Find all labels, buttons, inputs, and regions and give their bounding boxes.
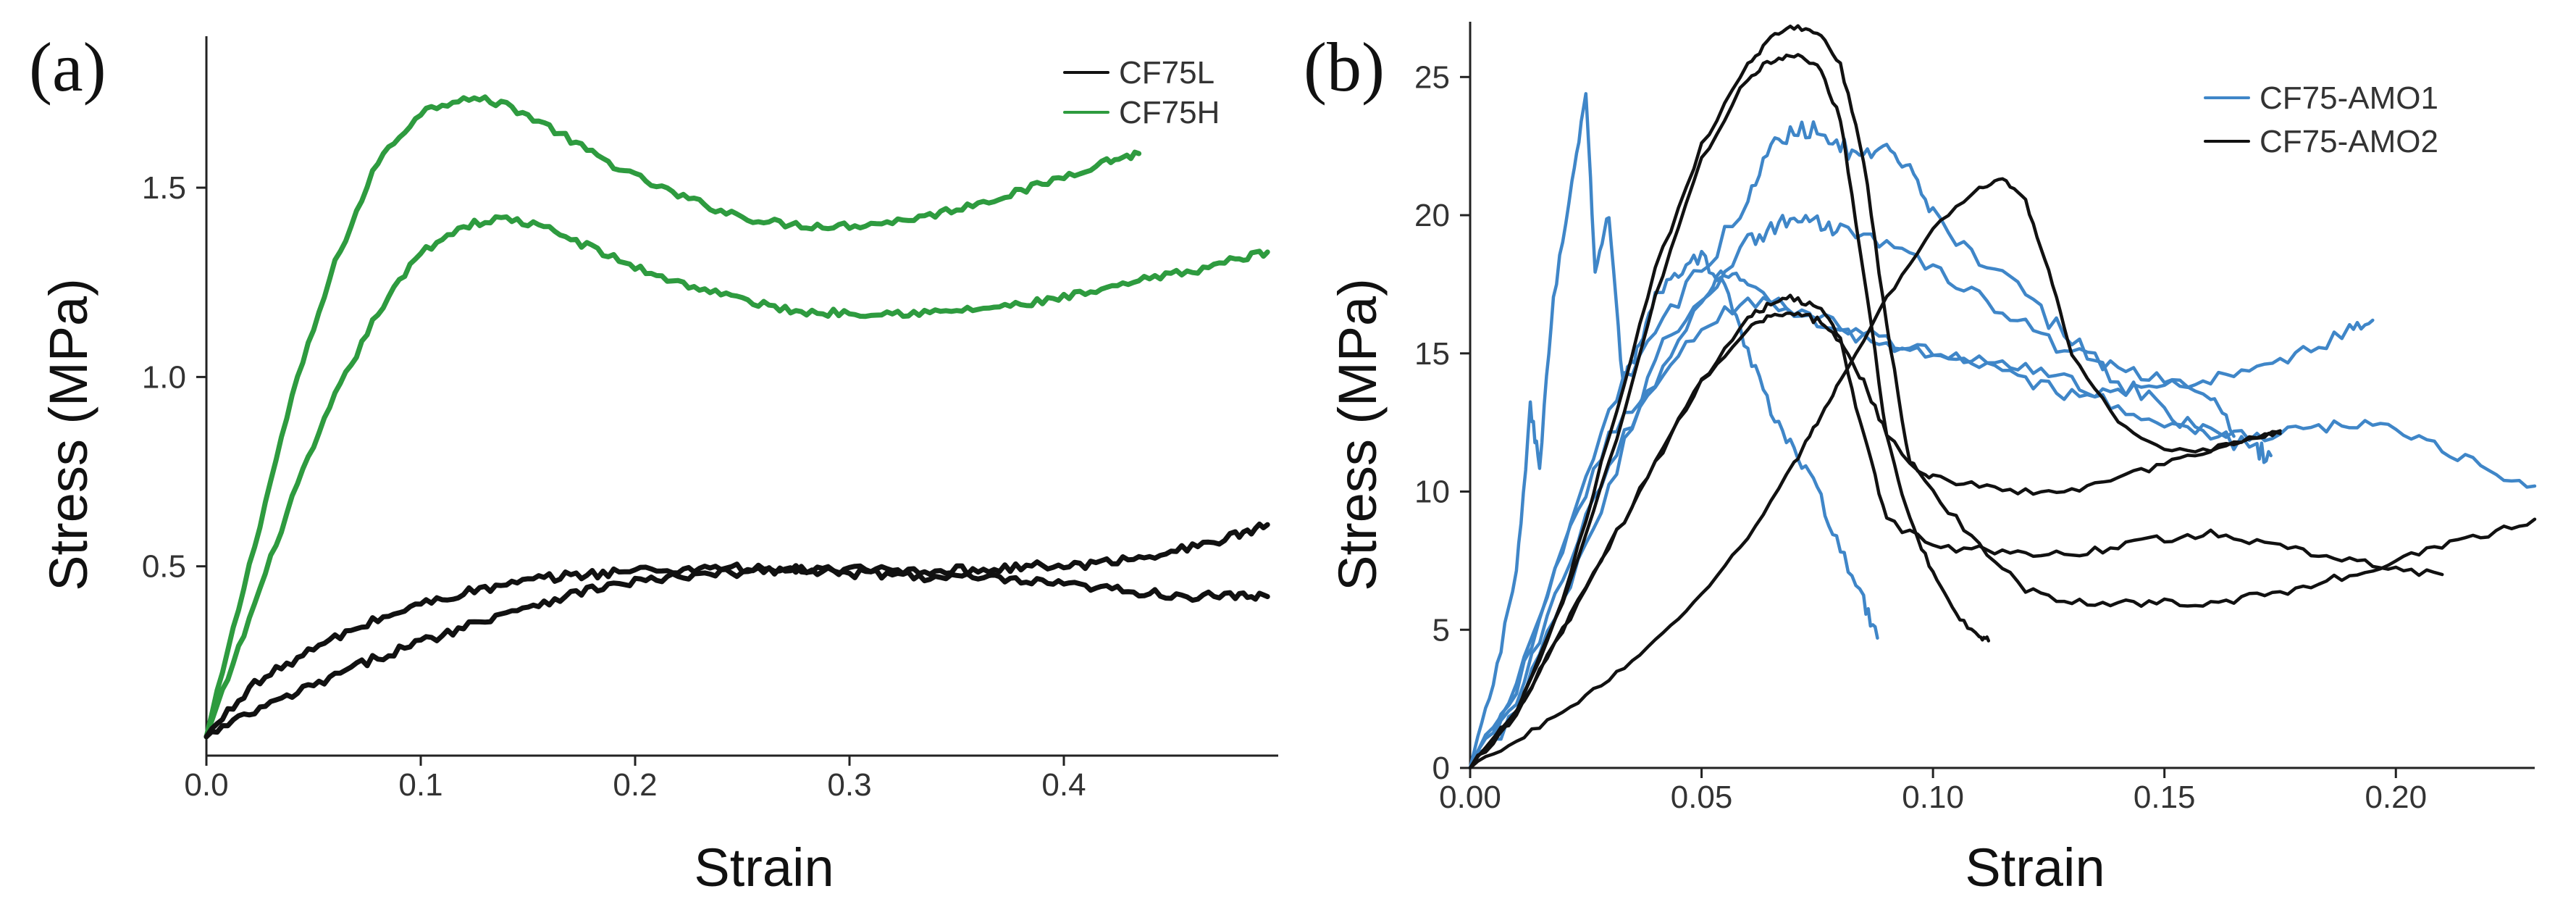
series-line-cf75-amo1 <box>1468 269 2537 770</box>
series-line-cf75-amo2 <box>1468 24 2282 770</box>
series-line-cf75l <box>204 521 1270 740</box>
legend-label-cf75-amo1: CF75-AMO1 <box>2260 80 2438 116</box>
panel-a-legend: CF75L CF75H <box>1063 55 1220 130</box>
panel-a-y-tick-label: 1.0 <box>142 359 186 395</box>
series-line-cf75-amo1 <box>1468 296 2375 770</box>
series-line-cf75-amo2 <box>1468 177 2282 770</box>
panel-b-legend: CF75-AMO1 CF75-AMO2 <box>2204 80 2438 159</box>
panel-b-y-tick-label: 20 <box>1414 198 1450 233</box>
panel-a-x-tick-label: 0.0 <box>184 767 228 803</box>
legend-label-cf75h: CF75H <box>1119 95 1220 130</box>
series-line-cf75h <box>204 214 1270 740</box>
series-line-cf75-amo1 <box>1468 92 1879 770</box>
panel-b-x-tick-label: 0.10 <box>1902 780 1964 815</box>
panel-a-x-tick-label: 0.4 <box>1041 767 1086 803</box>
panel-b-x-tick-label: 0.05 <box>1671 780 1733 815</box>
panel-b-x-tick-label: 0.20 <box>2365 780 2427 815</box>
panel-a: (a) Stress (MPa) Strain 0.0 0.1 0.2 0.3 0.4 … <box>29 28 1278 898</box>
panel-a-y-ticks: 0.5 1.0 1.5 <box>142 170 206 585</box>
panel-b-y-tick-label: 25 <box>1414 59 1450 95</box>
panel-b: (b) Stress (MPa) Strain 0.00 0.05 0.10 0.15… <box>1304 22 2537 898</box>
panel-b-y-tick-label: 5 <box>1432 612 1450 648</box>
legend-label-cf75-amo2: CF75-AMO2 <box>2260 124 2438 159</box>
series-line-cf75h <box>204 94 1142 740</box>
panel-b-y-ticks: 0 5 10 15 20 25 <box>1414 59 1470 786</box>
panel-a-x-tick-label: 0.1 <box>398 767 442 803</box>
panel-a-series <box>204 94 1270 740</box>
panel-b-y-tick-label: 15 <box>1414 336 1450 372</box>
series-line-cf75-amo2 <box>1468 53 1991 770</box>
series-line-cf75-amo2 <box>1468 311 2537 770</box>
panel-a-x-tick-label: 0.2 <box>613 767 657 803</box>
panel-b-y-tick-label: 0 <box>1432 751 1450 786</box>
panel-b-x-tick-label: 0.15 <box>2134 780 2196 815</box>
series-line-cf75l <box>204 561 1270 740</box>
panel-b-y-tick-label: 10 <box>1414 475 1450 510</box>
panel-b-label: (b) <box>1304 28 1385 106</box>
panel-a-x-axis-title: Strain <box>694 837 834 898</box>
series-line-cf75-amo1 <box>1468 214 2236 770</box>
panel-b-x-ticks: 0.00 0.05 0.10 0.15 0.20 <box>1439 768 2427 815</box>
panel-b-x-tick-label: 0.00 <box>1439 780 1501 815</box>
panel-a-label: (a) <box>29 28 106 106</box>
panel-a-x-tick-label: 0.3 <box>827 767 871 803</box>
panel-b-y-axis-title: Stress (MPa) <box>1327 278 1388 591</box>
legend-label-cf75l: CF75L <box>1119 55 1214 91</box>
panel-b-series <box>1468 24 2537 770</box>
panel-b-x-axis-title: Strain <box>1965 837 2105 898</box>
panel-a-x-ticks: 0.0 0.1 0.2 0.3 0.4 <box>184 756 1086 803</box>
panel-a-y-tick-label: 1.5 <box>142 170 186 206</box>
panel-a-y-tick-label: 0.5 <box>142 549 186 585</box>
panel-a-y-axis-title: Stress (MPa) <box>38 278 98 591</box>
